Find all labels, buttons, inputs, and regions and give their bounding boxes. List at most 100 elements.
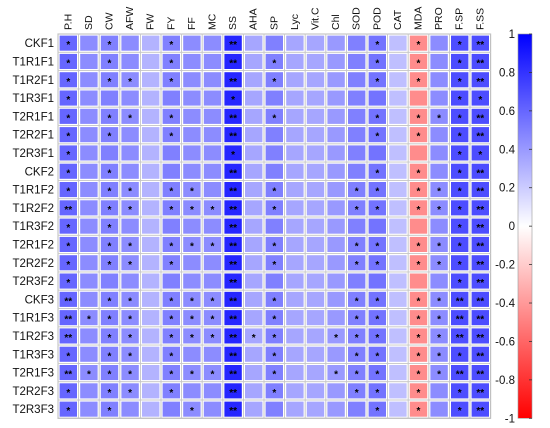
heatmap-cell bbox=[224, 273, 242, 289]
heatmap-cell bbox=[245, 218, 263, 234]
heatmap-cell bbox=[451, 90, 469, 106]
heatmap-cell bbox=[142, 72, 160, 88]
significance-star: * bbox=[169, 113, 173, 124]
heatmap-cell bbox=[265, 127, 283, 143]
significance-star: * bbox=[211, 370, 215, 381]
heatmap-cell bbox=[368, 182, 386, 198]
significance-star: ** bbox=[476, 113, 484, 124]
heatmap-cell bbox=[59, 255, 77, 271]
heatmap-cell bbox=[162, 108, 180, 124]
heatmap-cell bbox=[162, 310, 180, 326]
heatmap-cell bbox=[162, 145, 180, 161]
heatmap-cell bbox=[327, 236, 345, 252]
heatmap-cell bbox=[409, 328, 428, 344]
heatmap-cell bbox=[265, 182, 283, 198]
significance-star: * bbox=[108, 223, 112, 234]
heatmap-cell bbox=[430, 365, 448, 381]
significance-star: ** bbox=[229, 205, 237, 216]
heatmap-cell bbox=[59, 383, 77, 399]
heatmap-cell bbox=[59, 35, 77, 51]
significance-star: ** bbox=[476, 205, 484, 216]
heatmap-grid: P.H SD CW AFW FW FY FF MC SS AHA SP Lyc Vit.C Chl SOD P… bbox=[12, 7, 492, 419]
heatmap-cell bbox=[348, 163, 366, 179]
heatmap-cell bbox=[224, 310, 242, 326]
heatmap-cell bbox=[409, 163, 428, 179]
significance-star: * bbox=[66, 113, 70, 124]
significance-star: * bbox=[355, 333, 359, 344]
significance-star: * bbox=[417, 77, 421, 88]
significance-star: * bbox=[169, 205, 173, 216]
heatmap-cell bbox=[142, 90, 160, 106]
significance-star: * bbox=[169, 351, 173, 362]
significance-star: * bbox=[211, 333, 215, 344]
heatmap-cell bbox=[451, 401, 469, 417]
significance-star: ** bbox=[476, 241, 484, 252]
heatmap-cell bbox=[142, 383, 160, 399]
heatmap-cell bbox=[183, 182, 201, 198]
significance-star: ** bbox=[476, 315, 484, 326]
heatmap-cell bbox=[368, 127, 386, 143]
heatmap-cell bbox=[327, 383, 345, 399]
heatmap-cell bbox=[80, 72, 98, 88]
heatmap-cell bbox=[306, 273, 325, 289]
heatmap-cell bbox=[306, 163, 325, 179]
heatmap-cell bbox=[327, 310, 345, 326]
heatmap-cell bbox=[265, 401, 283, 417]
significance-star: * bbox=[211, 205, 215, 216]
heatmap-cell bbox=[327, 365, 345, 381]
significance-star: ** bbox=[64, 205, 72, 216]
heatmap-cell bbox=[306, 346, 325, 362]
heatmap-cell bbox=[142, 163, 160, 179]
heatmap-cell bbox=[368, 218, 386, 234]
heatmap-cell bbox=[306, 35, 325, 51]
significance-star: * bbox=[458, 388, 462, 399]
heatmap-cell bbox=[100, 53, 119, 69]
heatmap-cell bbox=[245, 255, 263, 271]
heatmap-cell bbox=[265, 328, 283, 344]
heatmap-cell bbox=[265, 108, 283, 124]
significance-star: ** bbox=[476, 58, 484, 69]
heatmap-cell bbox=[368, 53, 386, 69]
heatmap-cell bbox=[451, 127, 469, 143]
significance-star: * bbox=[375, 333, 379, 344]
heatmap-cell bbox=[430, 218, 448, 234]
heatmap-cell bbox=[59, 127, 77, 143]
heatmap-cell bbox=[100, 163, 119, 179]
heatmap-cell bbox=[203, 273, 222, 289]
heatmap-cell bbox=[203, 236, 222, 252]
significance-star: * bbox=[128, 113, 132, 124]
significance-star: * bbox=[66, 223, 70, 234]
column-label: MDA bbox=[413, 7, 425, 30]
significance-star: * bbox=[108, 351, 112, 362]
row-label: T1R3F1 bbox=[12, 93, 54, 105]
heatmap-cell bbox=[245, 401, 263, 417]
heatmap-cell bbox=[306, 328, 325, 344]
row-label: T2R1F1 bbox=[12, 111, 54, 123]
colorbar-tick-label: -0.8 bbox=[495, 375, 515, 387]
significance-star: * bbox=[87, 315, 91, 326]
heatmap-cell bbox=[348, 291, 366, 307]
heatmap-cell bbox=[100, 127, 119, 143]
heatmap-cell bbox=[430, 108, 448, 124]
heatmap-cell bbox=[59, 273, 77, 289]
significance-star: * bbox=[66, 351, 70, 362]
heatmap-cell bbox=[389, 401, 407, 417]
significance-star: * bbox=[272, 296, 276, 307]
row-label: T1R2F2 bbox=[12, 203, 54, 215]
significance-star: * bbox=[375, 113, 379, 124]
significance-star: * bbox=[108, 296, 112, 307]
significance-star: ** bbox=[476, 260, 484, 271]
heatmap-cell bbox=[80, 383, 98, 399]
heatmap-cell bbox=[224, 53, 242, 69]
significance-star: * bbox=[458, 278, 462, 289]
heatmap-cell bbox=[327, 200, 345, 216]
significance-star: * bbox=[66, 168, 70, 179]
heatmap-cell bbox=[245, 108, 263, 124]
significance-star: * bbox=[417, 241, 421, 252]
heatmap-cell bbox=[80, 291, 98, 307]
heatmap-cell bbox=[142, 273, 160, 289]
heatmap-cell bbox=[224, 328, 242, 344]
heatmap-cell bbox=[368, 346, 386, 362]
significance-star: * bbox=[458, 132, 462, 143]
significance-star: ** bbox=[456, 370, 464, 381]
